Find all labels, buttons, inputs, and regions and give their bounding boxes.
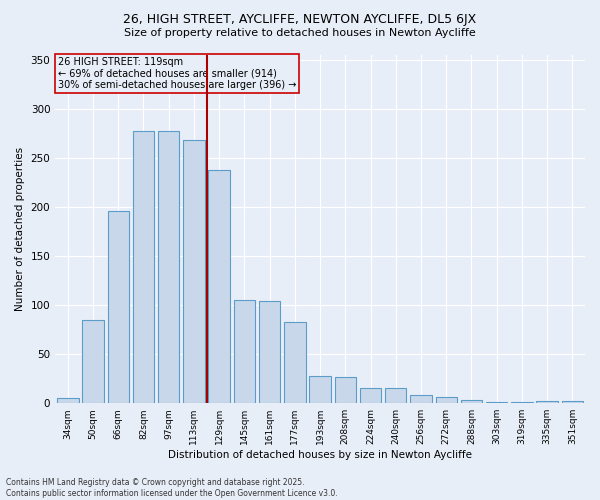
- Bar: [410, 396, 432, 403]
- Bar: [360, 388, 381, 403]
- Text: Size of property relative to detached houses in Newton Aycliffe: Size of property relative to detached ho…: [124, 28, 476, 38]
- Y-axis label: Number of detached properties: Number of detached properties: [15, 147, 25, 311]
- Bar: [511, 402, 533, 403]
- X-axis label: Distribution of detached houses by size in Newton Aycliffe: Distribution of detached houses by size …: [168, 450, 472, 460]
- Bar: [486, 402, 508, 403]
- Bar: [107, 211, 129, 403]
- Bar: [233, 300, 255, 403]
- Text: 26, HIGH STREET, AYCLIFFE, NEWTON AYCLIFFE, DL5 6JX: 26, HIGH STREET, AYCLIFFE, NEWTON AYCLIF…: [124, 12, 476, 26]
- Bar: [461, 400, 482, 403]
- Bar: [562, 401, 583, 403]
- Bar: [158, 130, 179, 403]
- Bar: [208, 170, 230, 403]
- Bar: [436, 398, 457, 403]
- Bar: [536, 401, 558, 403]
- Text: 26 HIGH STREET: 119sqm
← 69% of detached houses are smaller (914)
30% of semi-de: 26 HIGH STREET: 119sqm ← 69% of detached…: [58, 56, 296, 90]
- Text: Contains HM Land Registry data © Crown copyright and database right 2025.
Contai: Contains HM Land Registry data © Crown c…: [6, 478, 338, 498]
- Bar: [385, 388, 406, 403]
- Bar: [183, 140, 205, 403]
- Bar: [259, 301, 280, 403]
- Bar: [82, 320, 104, 403]
- Bar: [310, 376, 331, 403]
- Bar: [284, 322, 305, 403]
- Bar: [57, 398, 79, 403]
- Bar: [133, 130, 154, 403]
- Bar: [335, 376, 356, 403]
